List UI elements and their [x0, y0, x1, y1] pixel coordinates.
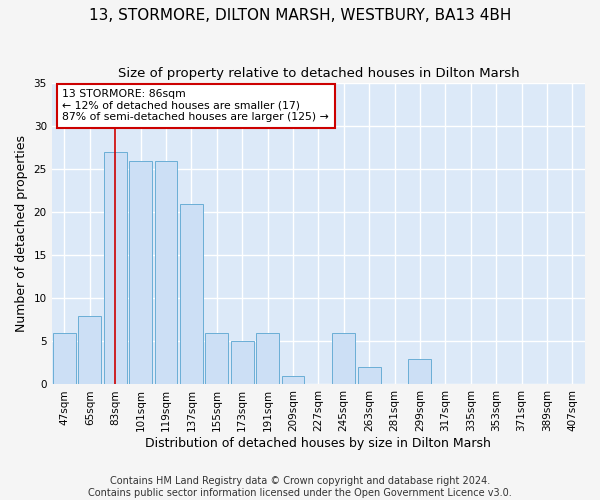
Bar — [53, 333, 76, 384]
Text: Contains HM Land Registry data © Crown copyright and database right 2024.
Contai: Contains HM Land Registry data © Crown c… — [88, 476, 512, 498]
Text: 13, STORMORE, DILTON MARSH, WESTBURY, BA13 4BH: 13, STORMORE, DILTON MARSH, WESTBURY, BA… — [89, 8, 511, 22]
Bar — [281, 376, 304, 384]
Bar — [358, 367, 380, 384]
Text: 13 STORMORE: 86sqm
← 12% of detached houses are smaller (17)
87% of semi-detache: 13 STORMORE: 86sqm ← 12% of detached hou… — [62, 89, 329, 122]
X-axis label: Distribution of detached houses by size in Dilton Marsh: Distribution of detached houses by size … — [145, 437, 491, 450]
Bar — [155, 160, 178, 384]
Bar — [231, 342, 254, 384]
Bar — [104, 152, 127, 384]
Bar — [79, 316, 101, 384]
Bar — [129, 160, 152, 384]
Bar — [205, 333, 228, 384]
Bar — [409, 358, 431, 384]
Bar — [332, 333, 355, 384]
Y-axis label: Number of detached properties: Number of detached properties — [15, 136, 28, 332]
Bar — [180, 204, 203, 384]
Bar — [256, 333, 279, 384]
Title: Size of property relative to detached houses in Dilton Marsh: Size of property relative to detached ho… — [118, 68, 519, 80]
